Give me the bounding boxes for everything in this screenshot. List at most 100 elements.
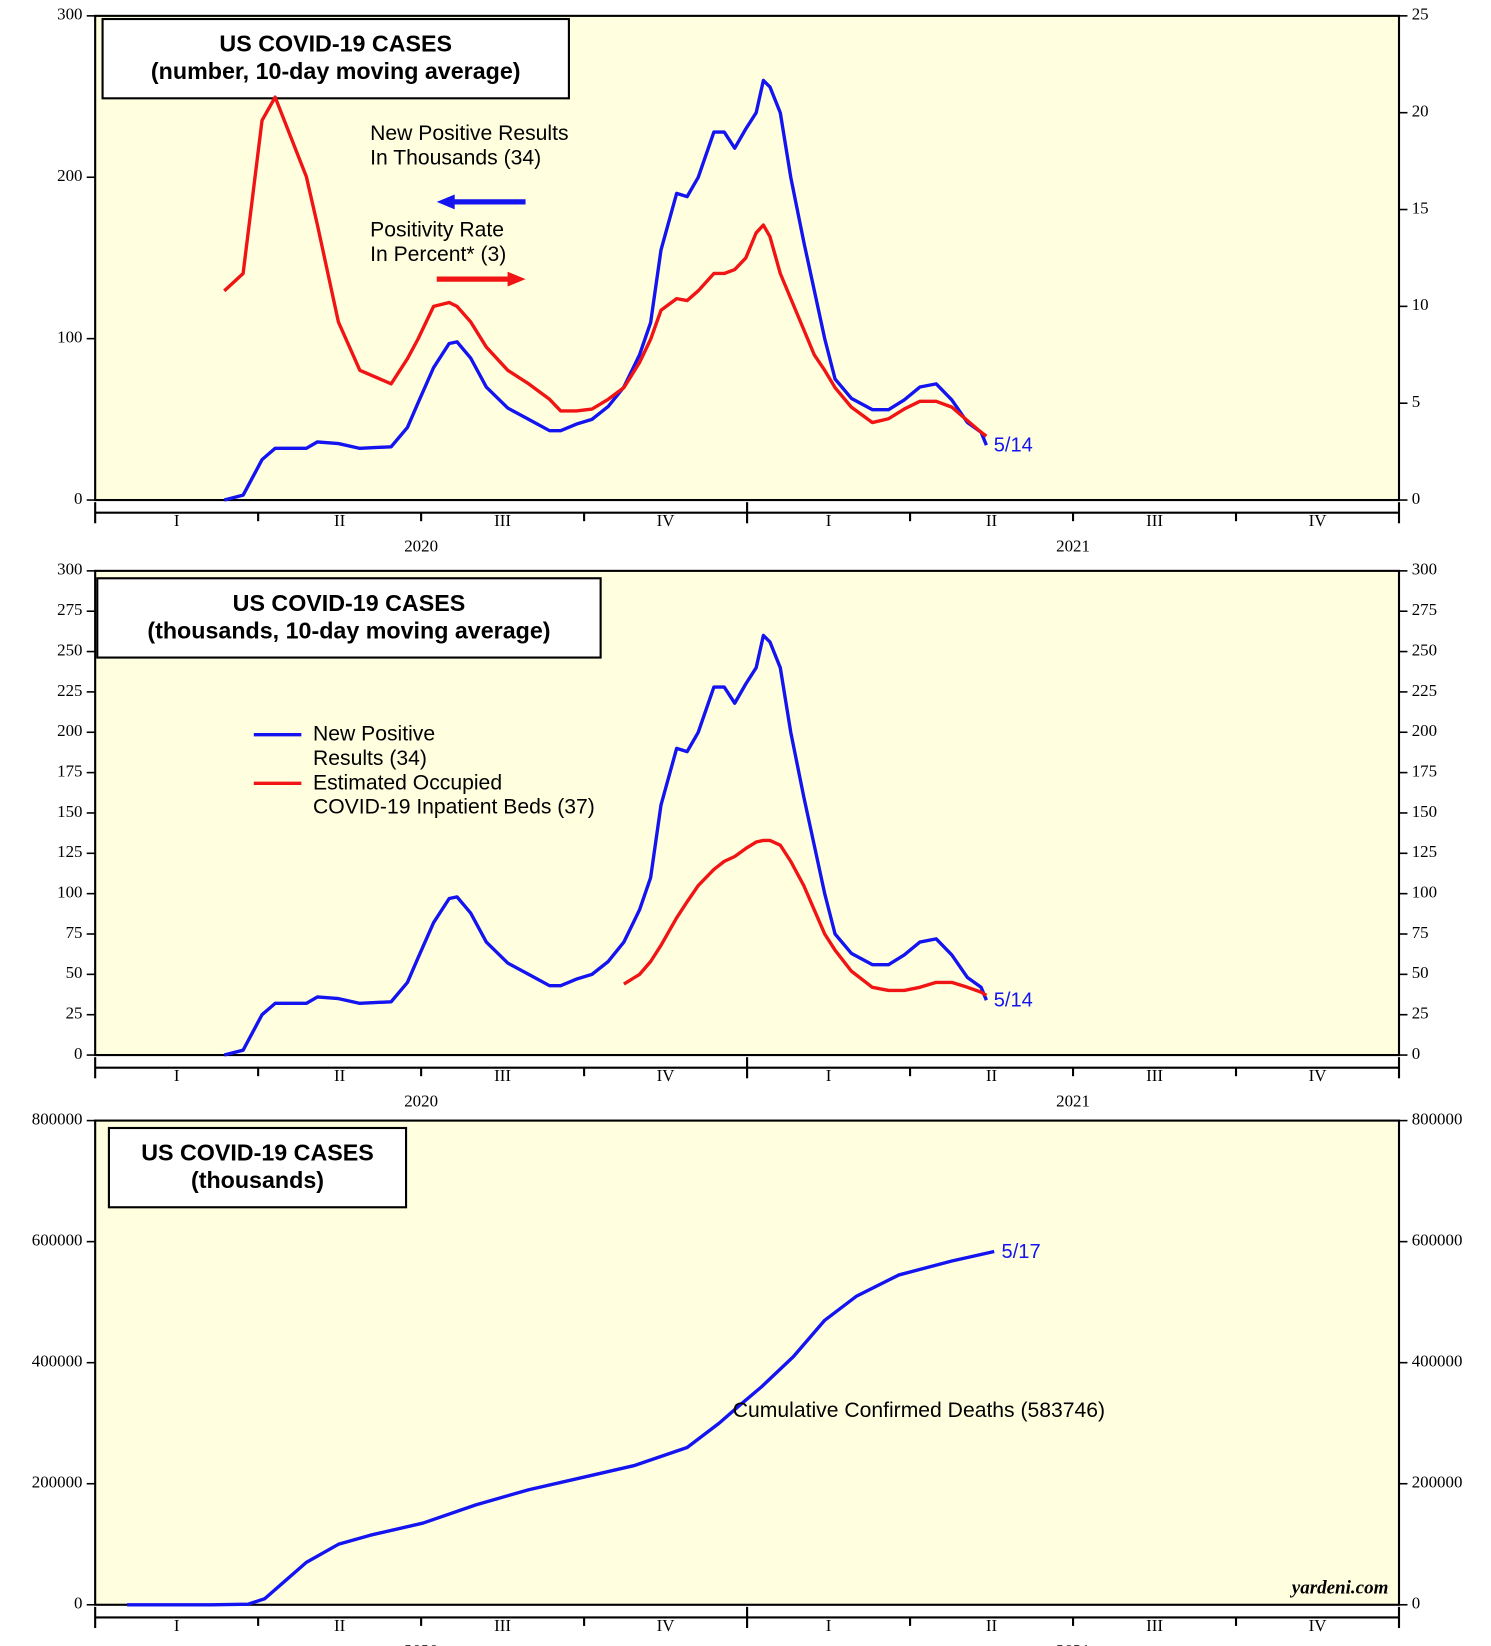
end-label: 5/17 [1002, 1241, 1041, 1263]
x-tick-label: III [1146, 511, 1163, 530]
y2-tick-label: 225 [1412, 681, 1437, 700]
x-tick-label: IV [657, 511, 676, 530]
legend-label: New Positive Results (34) [313, 722, 441, 769]
y2-tick-label: 200000 [1412, 1473, 1463, 1492]
y2-tick-label: 175 [1412, 761, 1437, 780]
y-tick-label: 150 [57, 802, 82, 821]
y2-tick-label: 20 [1412, 102, 1429, 121]
y2-tick-label: 5 [1412, 392, 1420, 411]
y2-tick-label: 15 [1412, 198, 1429, 217]
legend-arrowhead [507, 271, 526, 287]
series-line [223, 78, 988, 502]
y-tick-label: 250 [57, 640, 82, 659]
y-tick-label: 75 [66, 923, 83, 942]
chart-panel: 0 200000 400000 600000 800000 0 200000 400000 60… [32, 1109, 1463, 1646]
y-tick-label: 400000 [32, 1352, 83, 1371]
y2-tick-label: 100 [1412, 883, 1437, 902]
chart-subtitle: (thousands, 10-day moving average) [147, 617, 550, 643]
series-line [127, 1249, 995, 1607]
y2-tick-label: 0 [1412, 1044, 1420, 1063]
x-tick-label: I [174, 1616, 180, 1635]
y-tick-label: 800000 [32, 1109, 83, 1128]
end-label: 5/14 [994, 435, 1033, 457]
x-tick-label: III [494, 1066, 511, 1085]
x-tick-label: II [986, 1616, 998, 1635]
series-line [623, 838, 988, 997]
y-tick-label: 0 [74, 1594, 82, 1613]
y2-tick-label: 300 [1412, 560, 1437, 579]
chart-subtitle: (thousands) [191, 1167, 324, 1193]
y2-tick-label: 400000 [1412, 1352, 1463, 1371]
y-tick-label: 25 [66, 1004, 83, 1023]
x-tick-label: I [826, 1066, 832, 1085]
x-tick-label: IV [1309, 511, 1328, 530]
y2-tick-label: 125 [1412, 842, 1437, 861]
x-tick-label: II [334, 511, 346, 530]
year-label: 2021 [1056, 1641, 1090, 1646]
y-tick-label: 0 [74, 489, 82, 508]
y-tick-label: 200000 [32, 1473, 83, 1492]
title-box [107, 1126, 408, 1209]
y-tick-label: 600000 [32, 1231, 83, 1250]
y2-tick-label: 275 [1412, 600, 1437, 619]
x-tick-label: IV [1309, 1616, 1328, 1635]
chart-title: US COVID-19 CASES [219, 31, 452, 57]
chart-subtitle: (number, 10-day moving average) [151, 58, 521, 84]
legend-arrowhead [436, 194, 455, 210]
y-tick-label: 300 [57, 5, 82, 24]
y2-tick-label: 10 [1412, 295, 1429, 314]
x-tick-label: III [1146, 1066, 1163, 1085]
chart-title: US COVID-19 CASES [141, 1140, 374, 1166]
y2-tick-label: 50 [1412, 963, 1429, 982]
y2-tick-label: 25 [1412, 5, 1429, 24]
y-tick-label: 200 [57, 721, 82, 740]
series-line [223, 633, 988, 1057]
end-label: 5/14 [994, 990, 1033, 1012]
y-tick-label: 50 [66, 963, 83, 982]
y-tick-label: 125 [57, 842, 82, 861]
legend-label: Estimated Occupied COVID-19 Inpatient Be… [313, 771, 595, 818]
y-tick-label: 300 [57, 560, 82, 579]
year-label: 2020 [404, 1641, 438, 1646]
title-box [96, 577, 602, 659]
y2-tick-label: 25 [1412, 1004, 1429, 1023]
x-tick-label: I [826, 511, 832, 530]
chart-title: US COVID-19 CASES [233, 590, 466, 616]
y2-tick-label: 0 [1412, 1594, 1420, 1613]
year-label: 2020 [404, 1091, 438, 1110]
watermark: yardeni.com [1290, 1577, 1389, 1598]
y-tick-label: 0 [74, 1044, 82, 1063]
x-tick-label: II [334, 1616, 346, 1635]
series-label: Cumulative Confirmed Deaths (583746) [733, 1399, 1105, 1422]
legend-label: Positivity Rate In Percent* (3) [370, 218, 510, 265]
y2-tick-label: 250 [1412, 640, 1437, 659]
series-line [223, 95, 988, 438]
x-tick-label: I [174, 1066, 180, 1085]
x-tick-label: II [986, 1066, 998, 1085]
x-tick-label: III [494, 511, 511, 530]
y-tick-label: 100 [57, 328, 82, 347]
y-tick-label: 100 [57, 883, 82, 902]
x-tick-label: IV [657, 1066, 676, 1085]
y-tick-label: 275 [57, 600, 82, 619]
x-tick-label: IV [1309, 1066, 1328, 1085]
y-tick-label: 175 [57, 761, 82, 780]
y-tick-label: 225 [57, 681, 82, 700]
x-tick-label: I [174, 511, 180, 530]
year-label: 2021 [1056, 536, 1090, 555]
y2-tick-label: 75 [1412, 923, 1429, 942]
title-box [101, 17, 570, 100]
y2-tick-label: 0 [1412, 489, 1420, 508]
y2-tick-label: 200 [1412, 721, 1437, 740]
y2-tick-label: 800000 [1412, 1109, 1463, 1128]
x-tick-label: I [826, 1616, 832, 1635]
year-label: 2020 [404, 536, 438, 555]
x-tick-label: III [494, 1616, 511, 1635]
y2-tick-label: 150 [1412, 802, 1437, 821]
chart-panel: 0 25 50 75 100 125 150 175 200 225 250 275 300 0 25 50 7… [57, 560, 1437, 1111]
x-tick-label: III [1146, 1616, 1163, 1635]
legend-label: New Positive Results In Thousands (34) [370, 122, 574, 169]
x-tick-label: II [986, 511, 998, 530]
